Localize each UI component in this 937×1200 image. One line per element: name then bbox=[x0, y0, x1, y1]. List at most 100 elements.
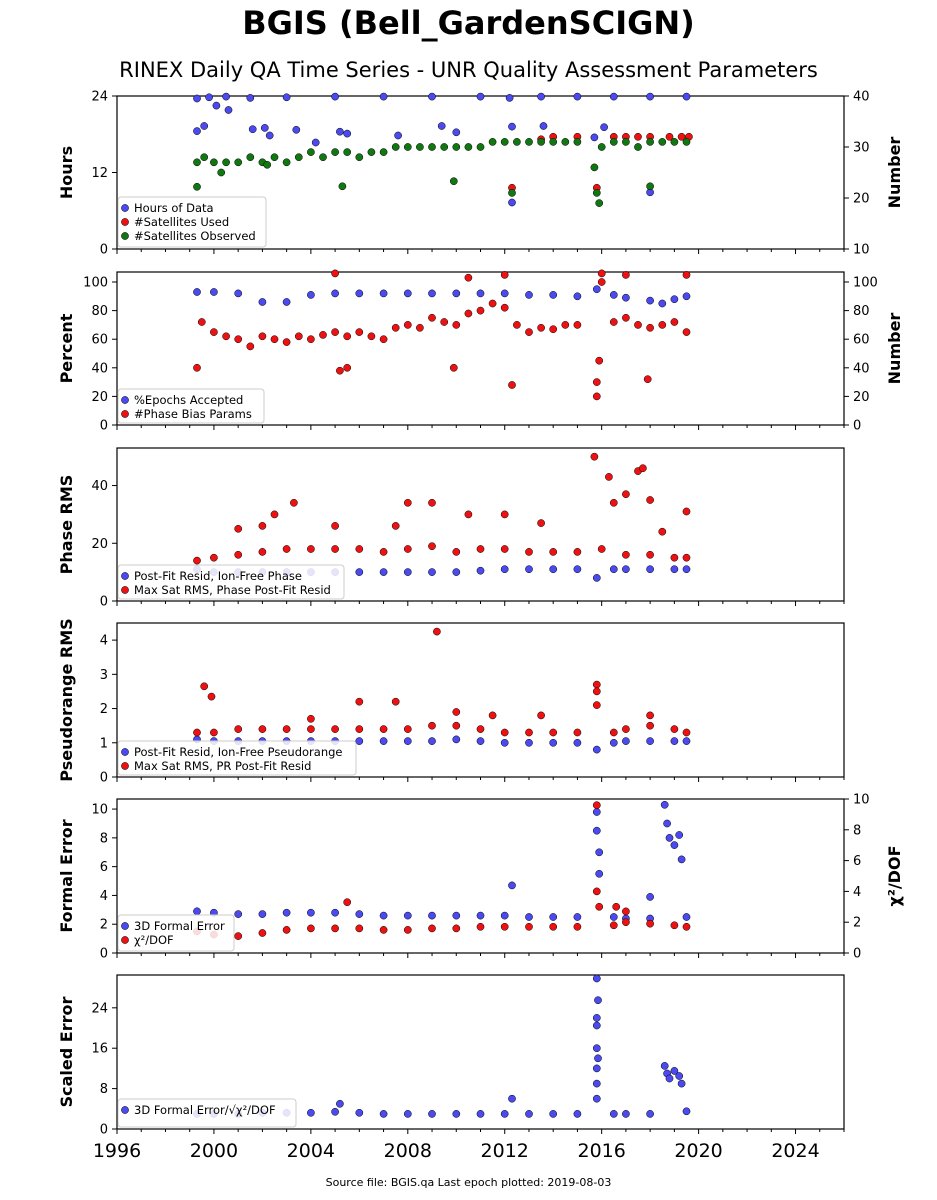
data-point bbox=[549, 1110, 558, 1118]
data-point bbox=[682, 507, 691, 516]
data-point bbox=[488, 299, 497, 308]
data-point bbox=[609, 138, 618, 146]
data-point bbox=[403, 289, 412, 298]
data-point bbox=[488, 138, 497, 146]
data-point bbox=[222, 158, 230, 167]
data-point bbox=[670, 553, 679, 562]
y-tick-label: 0 bbox=[100, 243, 108, 258]
data-point bbox=[319, 331, 327, 339]
data-point bbox=[452, 708, 461, 716]
data-point bbox=[682, 138, 691, 146]
y-tick-label: 0 bbox=[100, 419, 108, 434]
data-point bbox=[592, 1014, 601, 1022]
data-point bbox=[592, 574, 601, 582]
data-point bbox=[355, 545, 364, 553]
data-point bbox=[670, 841, 679, 849]
data-point bbox=[682, 92, 691, 101]
data-point bbox=[549, 922, 558, 931]
data-point bbox=[379, 568, 388, 576]
data-point bbox=[622, 725, 630, 733]
y2-tick-label: 10 bbox=[853, 243, 870, 258]
data-point bbox=[594, 996, 602, 1005]
data-point bbox=[205, 93, 213, 102]
legend-marker bbox=[121, 410, 129, 418]
legend-marker bbox=[121, 204, 129, 212]
legend-label: Hours of Data bbox=[134, 201, 214, 215]
data-point bbox=[500, 545, 509, 553]
data-point bbox=[476, 566, 485, 575]
data-point bbox=[675, 1072, 684, 1080]
data-point bbox=[682, 565, 691, 574]
data-point bbox=[234, 550, 243, 559]
y2-tick-label: 40 bbox=[853, 361, 870, 376]
data-point bbox=[379, 725, 388, 733]
data-point bbox=[193, 158, 201, 167]
data-point bbox=[367, 332, 376, 341]
legend-marker bbox=[121, 232, 129, 240]
data-point bbox=[670, 138, 679, 146]
data-point bbox=[508, 881, 516, 890]
y-tick-label: 40 bbox=[91, 361, 108, 376]
data-point bbox=[336, 1099, 344, 1108]
data-point bbox=[595, 869, 604, 878]
y-tick-label: 0 bbox=[100, 771, 108, 786]
data-point bbox=[355, 725, 364, 733]
data-point bbox=[537, 711, 545, 720]
data-point bbox=[537, 323, 545, 332]
data-point bbox=[282, 545, 291, 553]
data-point bbox=[622, 293, 630, 302]
data-point bbox=[428, 568, 436, 576]
data-point bbox=[670, 318, 679, 326]
data-point bbox=[682, 1107, 691, 1116]
x-tick-label: 2024 bbox=[771, 1140, 819, 1162]
data-point bbox=[258, 548, 267, 556]
data-point bbox=[452, 568, 461, 576]
data-point bbox=[336, 127, 344, 136]
y2-tick-label: 20 bbox=[853, 390, 870, 405]
data-point bbox=[391, 323, 400, 332]
legend-label: Post-Fit Resid, Ion-Free Pseudorange bbox=[134, 745, 342, 759]
legend-marker bbox=[121, 936, 129, 944]
data-point bbox=[508, 1094, 516, 1103]
data-point bbox=[440, 318, 449, 326]
data-point bbox=[403, 911, 412, 920]
data-point bbox=[549, 325, 558, 334]
page-subtitle: RINEX Daily QA Time Series - UNR Quality… bbox=[119, 58, 818, 82]
y2-tick-label: 80 bbox=[853, 304, 870, 319]
y-tick-label: 60 bbox=[91, 333, 108, 348]
data-point bbox=[665, 132, 674, 141]
y-tick-label: 2 bbox=[100, 918, 108, 933]
data-point bbox=[592, 808, 601, 816]
y2-tick-label: 8 bbox=[853, 823, 861, 838]
data-point bbox=[428, 721, 436, 730]
data-point bbox=[428, 1110, 436, 1118]
data-point bbox=[464, 273, 473, 282]
data-point bbox=[592, 745, 601, 754]
data-point bbox=[476, 922, 485, 931]
data-point bbox=[595, 356, 604, 365]
data-point bbox=[573, 138, 582, 146]
data-point bbox=[379, 148, 388, 156]
data-point bbox=[682, 292, 691, 301]
data-point bbox=[193, 288, 201, 296]
data-point bbox=[500, 271, 509, 279]
data-point bbox=[592, 887, 601, 896]
data-point bbox=[592, 826, 601, 835]
data-point bbox=[246, 153, 255, 162]
data-point bbox=[403, 545, 412, 553]
data-point bbox=[193, 907, 201, 916]
data-point bbox=[476, 143, 485, 151]
x-tick-label: 2008 bbox=[384, 1140, 432, 1162]
data-point bbox=[207, 692, 216, 701]
y-tick-label: 16 bbox=[91, 1042, 108, 1057]
data-point bbox=[525, 1110, 533, 1118]
data-point bbox=[500, 922, 509, 931]
legend-marker bbox=[121, 218, 129, 226]
data-point bbox=[403, 568, 412, 576]
data-point bbox=[200, 153, 209, 162]
x-tick-label: 2016 bbox=[577, 1140, 625, 1162]
data-point bbox=[355, 153, 364, 162]
data-point bbox=[500, 289, 509, 298]
data-point bbox=[634, 143, 642, 151]
data-point bbox=[549, 913, 558, 921]
